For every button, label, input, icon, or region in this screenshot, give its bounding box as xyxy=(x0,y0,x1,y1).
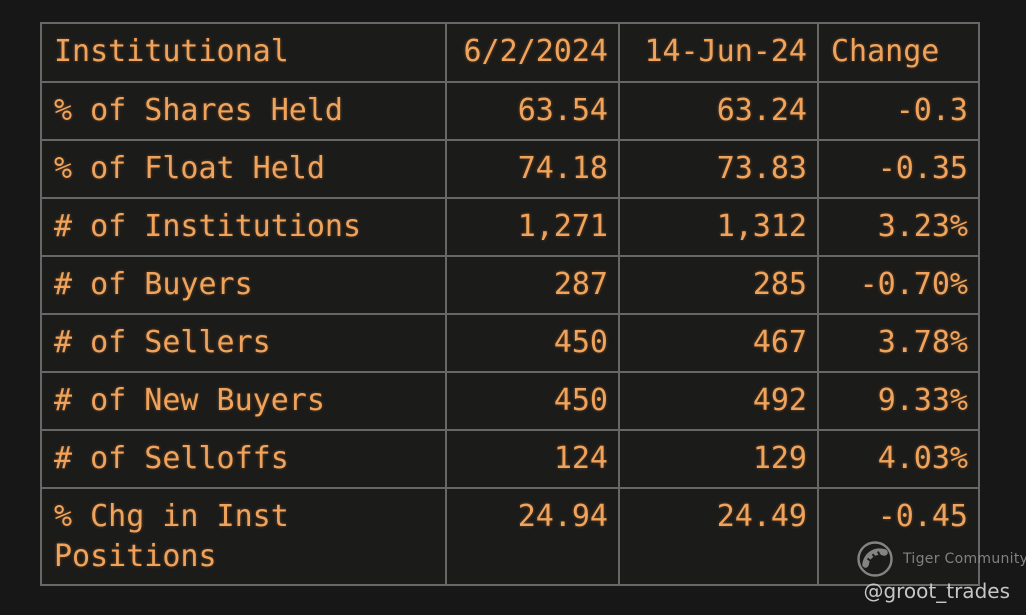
cell-value: 3.78% xyxy=(817,313,980,373)
column-header-change: Change xyxy=(817,22,980,83)
cell-value: -0.35 xyxy=(817,139,980,199)
row-label: % of Shares Held xyxy=(40,81,447,141)
header-row: Institutional 6/2/2024 14-Jun-24 Change xyxy=(40,22,980,83)
table-row: # of Institutions 1,271 1,312 3.23% xyxy=(40,197,980,257)
cell-value: 450 xyxy=(445,313,620,373)
cell-value: 63.24 xyxy=(618,81,819,141)
cell-value: 73.83 xyxy=(618,139,819,199)
row-label: # of New Buyers xyxy=(40,371,447,431)
cell-value: 492 xyxy=(618,371,819,431)
institutional-holdings-table: Institutional 6/2/2024 14-Jun-24 Change … xyxy=(40,22,980,586)
cell-value: 3.23% xyxy=(817,197,980,257)
cell-value: 9.33% xyxy=(817,371,980,431)
cell-value: 74.18 xyxy=(445,139,620,199)
watermark: Tiger Community xyxy=(856,540,1026,578)
cell-value: 129 xyxy=(618,429,819,489)
cell-value: 24.49 xyxy=(618,487,819,586)
watermark-community-label: Tiger Community xyxy=(903,551,1026,567)
table-row: # of Selloffs 124 129 4.03% xyxy=(40,429,980,489)
watermark-handle: @groot_trades xyxy=(863,579,1010,603)
column-header-institutional: Institutional xyxy=(40,22,447,83)
cell-value: -0.3 xyxy=(817,81,980,141)
column-header-date-1: 6/2/2024 xyxy=(445,22,620,83)
row-label: # of Selloffs xyxy=(40,429,447,489)
cell-value: 287 xyxy=(445,255,620,315)
cell-value: 63.54 xyxy=(445,81,620,141)
cell-value: -0.70% xyxy=(817,255,980,315)
table-row: % of Float Held 74.18 73.83 -0.35 xyxy=(40,139,980,199)
cell-value: 285 xyxy=(618,255,819,315)
cell-value: 124 xyxy=(445,429,620,489)
row-label: # of Buyers xyxy=(40,255,447,315)
cell-value: 1,312 xyxy=(618,197,819,257)
table-row: % Chg in Inst Positions 24.94 24.49 -0.45 xyxy=(40,487,980,586)
row-label: % of Float Held xyxy=(40,139,447,199)
row-label: % Chg in Inst Positions xyxy=(40,487,447,586)
tiger-community-logo-icon xyxy=(856,540,894,578)
table-row: # of Sellers 450 467 3.78% xyxy=(40,313,980,373)
column-header-date-2: 14-Jun-24 xyxy=(618,22,819,83)
cell-value: 1,271 xyxy=(445,197,620,257)
cell-value: 24.94 xyxy=(445,487,620,586)
cell-value: 4.03% xyxy=(817,429,980,489)
cell-value: 467 xyxy=(618,313,819,373)
row-label: # of Institutions xyxy=(40,197,447,257)
row-label: # of Sellers xyxy=(40,313,447,373)
cell-value: 450 xyxy=(445,371,620,431)
table-row: % of Shares Held 63.54 63.24 -0.3 xyxy=(40,81,980,141)
table-row: # of New Buyers 450 492 9.33% xyxy=(40,371,980,431)
table-row: # of Buyers 287 285 -0.70% xyxy=(40,255,980,315)
cell-value: -0.45 xyxy=(817,487,980,586)
